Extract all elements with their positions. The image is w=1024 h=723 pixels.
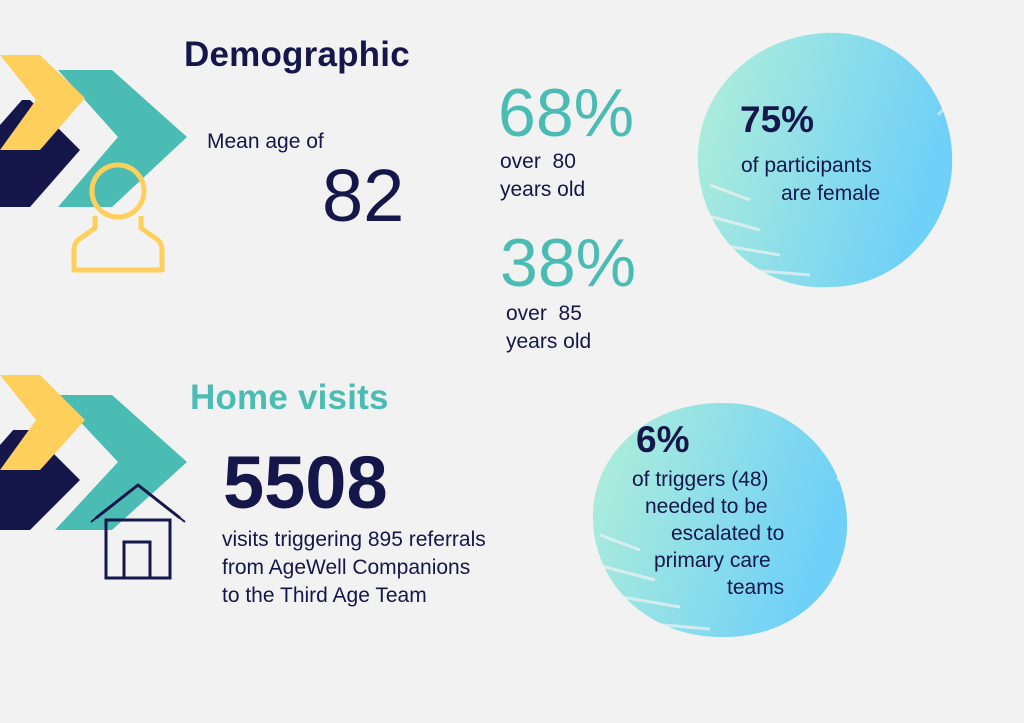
- mean-age-label: Mean age of: [207, 130, 324, 153]
- house-icon: [90, 483, 186, 580]
- female-pct-value: 75%: [740, 99, 815, 140]
- escalation-line2: needed to be: [645, 495, 768, 518]
- escalation-line5: teams: [727, 576, 785, 599]
- stat-over-85-line1: over 85: [506, 302, 582, 325]
- decorative-chevron-arrows-top: [0, 55, 187, 207]
- home-visits-line1: visits triggering 895 referrals: [222, 528, 486, 551]
- home-visits-line2: from AgeWell Companions: [222, 556, 471, 579]
- decorative-chevron-arrows-bottom: [0, 375, 187, 530]
- home-visits-count: 5508: [223, 441, 388, 524]
- female-pct-line2: are female: [781, 182, 881, 205]
- escalation-line3: escalated to: [671, 522, 785, 545]
- section-title-home-visits: Home visits: [190, 378, 389, 417]
- person-icon: [71, 162, 165, 273]
- stat-over-80-line2: years old: [500, 178, 586, 201]
- brush-circle-female: [697, 32, 954, 288]
- escalation-pct-value: 6%: [636, 419, 690, 460]
- stat-over-80-line1: over 80: [500, 150, 576, 173]
- brush-circle-escalation: [592, 402, 852, 638]
- mean-age-value: 82: [322, 154, 405, 237]
- stat-over-85-value: 38%: [500, 225, 637, 301]
- home-visits-line3: to the Third Age Team: [222, 584, 427, 607]
- stat-over-85-line2: years old: [506, 330, 592, 353]
- female-pct-line1: of participants: [741, 154, 872, 177]
- section-title-demographic: Demographic: [184, 35, 410, 74]
- escalation-line4: primary care: [654, 549, 771, 572]
- escalation-line1: of triggers (48): [632, 468, 769, 491]
- stat-over-80-value: 68%: [498, 75, 635, 151]
